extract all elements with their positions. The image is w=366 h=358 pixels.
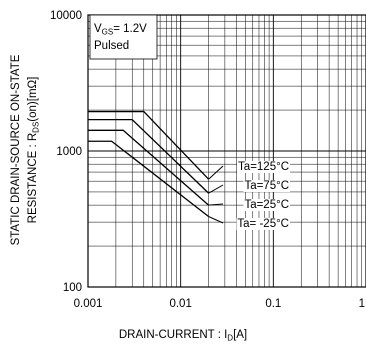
condition-box-frame: [89, 14, 158, 60]
series-label-bg: [237, 161, 290, 173]
series-leader-line: [208, 216, 224, 224]
series-layer: [88, 110, 210, 217]
series-leader-line: [208, 203, 224, 206]
y-tick-label: 1000: [56, 146, 82, 158]
series-line: [88, 129, 209, 206]
series-label-bg: [243, 180, 290, 192]
y-tick-label: 10000: [50, 10, 82, 22]
y-axis-label-line2: RESISTANCE : RDS(on)[mΩ]: [27, 77, 41, 224]
y-axis-label: STATIC DRAIN-SOURCE ON-STATE RESISTANCE …: [10, 54, 41, 245]
series-label: Ta=25°C: [244, 199, 289, 211]
x-tick-labels: 0.001 0.01 0.1 1: [74, 298, 365, 310]
legend-layer: Ta=125°C Ta=75°C Ta=25°C Ta= -25°C: [208, 161, 290, 230]
series-leader-line: [208, 165, 224, 180]
condition-mode: Pulsed: [94, 40, 129, 52]
series-label: Ta= -25°C: [237, 218, 289, 230]
series-label-bg: [243, 199, 290, 211]
y-tick-label: 100: [63, 282, 82, 294]
y-axis-label-line1: STATIC DRAIN-SOURCE ON-STATE: [10, 54, 22, 245]
y-tick-labels: 100 1000 10000: [50, 10, 82, 294]
series-label: Ta=75°C: [244, 180, 289, 192]
x-tick-label: 1: [359, 298, 365, 310]
series-label: Ta=125°C: [238, 161, 289, 173]
series-line: [88, 140, 209, 217]
x-tick-label: 0.1: [265, 298, 281, 310]
x-tick-label: 0.01: [169, 298, 191, 310]
x-axis-label: DRAIN-CURRENT : ID[A]: [119, 329, 247, 343]
condition-box: VGS= 1.2V Pulsed: [89, 14, 158, 60]
series-line: [88, 110, 210, 180]
series-label-bg: [236, 218, 290, 230]
plot-frame: [87, 14, 366, 288]
condition-vgs: VGS= 1.2V: [94, 23, 147, 37]
x-tick-label: 0.001: [74, 298, 103, 310]
series-line: [88, 119, 210, 194]
series-leader-line: [208, 184, 224, 194]
